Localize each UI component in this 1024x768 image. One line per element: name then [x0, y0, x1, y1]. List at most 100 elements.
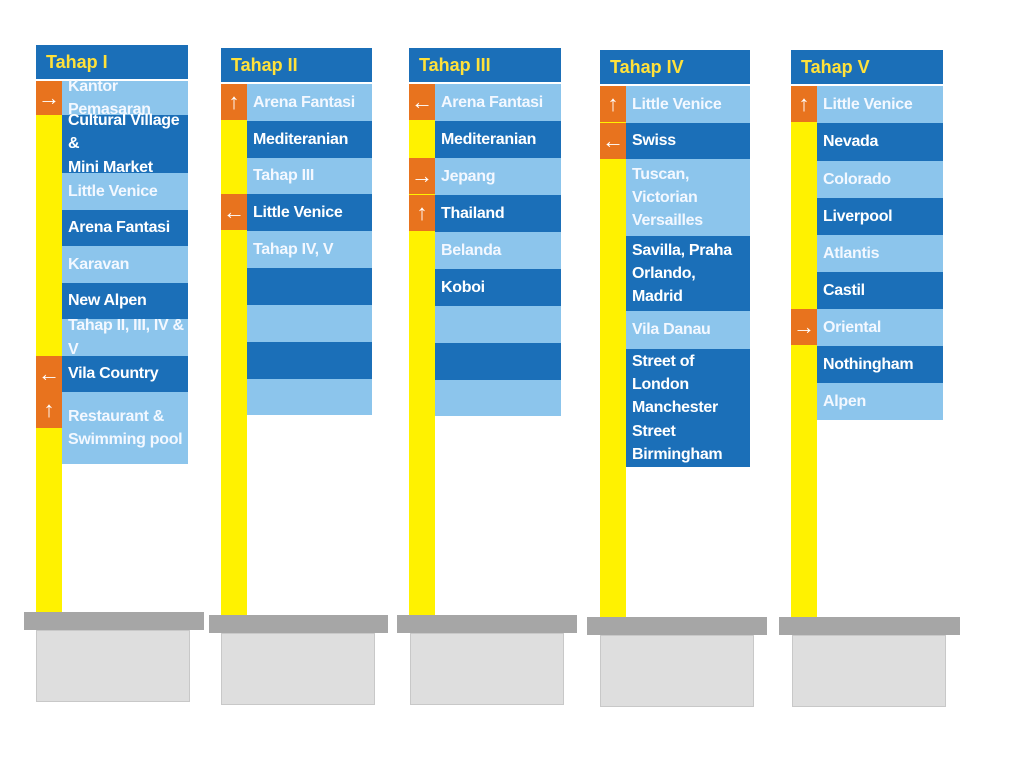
- sign-row: Nevada: [817, 123, 943, 161]
- arrow-left-icon: ←: [36, 356, 62, 392]
- sign-base-block: [36, 630, 190, 702]
- sign-row: Liverpool: [817, 198, 943, 235]
- sign-row: Street of London Manchester Street Birming…: [626, 349, 750, 467]
- sign-post: [221, 84, 247, 615]
- sign-row: Tahap IV, V: [247, 231, 372, 268]
- sign-row-label: Arena Fantasi: [441, 93, 543, 111]
- sign-row: Swiss: [626, 123, 750, 159]
- sign-row-label: Atlantis: [823, 244, 880, 262]
- sign-base-plate: [779, 617, 960, 635]
- sign-row: Nothingham: [817, 346, 943, 383]
- sign-row: [435, 343, 561, 380]
- sign-base-plate: [24, 612, 204, 630]
- sign-row: Mediteranian: [247, 121, 372, 158]
- sign-row-label: Mediteranian: [441, 130, 537, 148]
- sign-row: Restaurant & Swimming pool: [62, 392, 188, 464]
- sign-header: Tahap V: [791, 50, 943, 86]
- sign-row-label: Alpen: [823, 392, 866, 410]
- sign-base-block: [792, 635, 946, 707]
- sign-row-label: Oriental: [823, 318, 882, 336]
- sign-row: Castil: [817, 272, 943, 309]
- sign-row-label: Castil: [823, 281, 865, 299]
- sign-row-label: Vila Country: [68, 365, 159, 383]
- sign-row: Karavan: [62, 246, 188, 283]
- sign-row: Little Venice: [247, 194, 372, 231]
- sign-row-label: Tuscan, Victorian: [632, 165, 698, 206]
- sign-row: Arena Fantasi: [247, 84, 372, 121]
- sign-row-label: Tahap III: [253, 167, 315, 185]
- sign-header: Tahap III: [409, 48, 561, 84]
- sign-row: Belanda: [435, 232, 561, 269]
- sign-row-label: Thailand: [441, 204, 505, 222]
- sign-row: Kantor Pemasaran: [62, 78, 188, 118]
- sign-row: Alpen: [817, 383, 943, 420]
- arrow-up-icon: ↑: [36, 392, 62, 428]
- sign-row: Colorado: [817, 161, 943, 198]
- sign-row: [435, 306, 561, 343]
- sign-row-label: Koboi: [441, 278, 485, 296]
- sign-row: [247, 379, 372, 415]
- sign-row: Koboi: [435, 269, 561, 306]
- arrow-right-icon: →: [409, 158, 435, 194]
- sign-row: Savilla, Praha Orlando, Madrid: [626, 236, 750, 311]
- sign-row-label: Nevada: [823, 133, 879, 151]
- arrow-left-icon: ←: [409, 84, 435, 120]
- sign-row-label: Mediteranian: [253, 130, 349, 148]
- sign-base-block: [221, 633, 375, 705]
- sign-row-label: Liverpool: [823, 207, 893, 225]
- sign-row-label: Savilla, Praha: [632, 241, 732, 259]
- arrow-up-icon: ↑: [600, 86, 626, 122]
- sign-row-label: Belanda: [441, 241, 502, 259]
- sign-base-block: [410, 633, 564, 705]
- sign-post: [36, 81, 62, 612]
- arrow-left-icon: ←: [221, 194, 247, 230]
- arrow-up-icon: ↑: [221, 84, 247, 120]
- sign-row: Little Venice: [62, 173, 188, 210]
- sign-row-label: Birmingham: [632, 445, 723, 463]
- sign-row: Little Venice: [626, 86, 750, 123]
- sign-row: [247, 342, 372, 379]
- sign-base-plate: [209, 615, 388, 633]
- sign-row-label: Arena Fantasi: [68, 219, 170, 237]
- sign-row-label: Swimming pool: [68, 431, 183, 448]
- sign-header: Tahap II: [221, 48, 372, 84]
- sign-row: [247, 305, 372, 342]
- sign-header: Tahap IV: [600, 50, 750, 86]
- sign-post: [791, 86, 817, 617]
- sign-row: Atlantis: [817, 235, 943, 272]
- sign-row: New Alpen: [62, 283, 188, 319]
- sign-row: Jepang: [435, 158, 561, 195]
- sign-row: Vila Danau: [626, 311, 750, 349]
- sign-row-label: Vila Danau: [632, 321, 711, 339]
- sign-row-label: Kantor Pemasaran: [68, 77, 151, 118]
- arrow-left-icon: ←: [600, 123, 626, 159]
- sign-row-label: New Alpen: [68, 292, 147, 310]
- sign-row: Vila Country: [62, 356, 188, 392]
- arrow-right-icon: →: [791, 309, 817, 345]
- arrow-up-icon: ↑: [409, 195, 435, 231]
- sign-row-label: Arena Fantasi: [253, 93, 355, 111]
- sign-row: Tahap II, III, IV & V: [62, 317, 188, 358]
- sign-base-block: [600, 635, 754, 707]
- sign-row-label: Little Venice: [632, 95, 722, 113]
- sign-post: [600, 86, 626, 617]
- sign-base-plate: [587, 617, 767, 635]
- sign-row-label: Nothingham: [823, 355, 914, 373]
- sign-row-label: Manchester Street: [632, 399, 718, 440]
- sign-row-label: Tahap II, III, IV & V: [68, 317, 184, 358]
- sign-row: [247, 268, 372, 305]
- sign-row-label: Little Venice: [823, 95, 913, 113]
- sign-row-label: Street of London: [632, 353, 695, 394]
- sign-row: Tahap III: [247, 158, 372, 194]
- sign-row-label: Jepang: [441, 167, 496, 185]
- arrow-up-icon: ↑: [791, 86, 817, 122]
- sign-header: Tahap I: [36, 45, 188, 81]
- sign-row: Cultural Village & Mini Market: [62, 112, 188, 176]
- sign-row: Little Venice: [817, 86, 943, 123]
- sign-base-plate: [397, 615, 577, 633]
- sign-row: Oriental: [817, 309, 943, 346]
- sign-row-label: Tahap IV, V: [253, 240, 334, 258]
- sign-row: Mediteranian: [435, 121, 561, 158]
- sign-row-label: Versailles: [632, 212, 703, 230]
- sign-row: Arena Fantasi: [435, 84, 561, 121]
